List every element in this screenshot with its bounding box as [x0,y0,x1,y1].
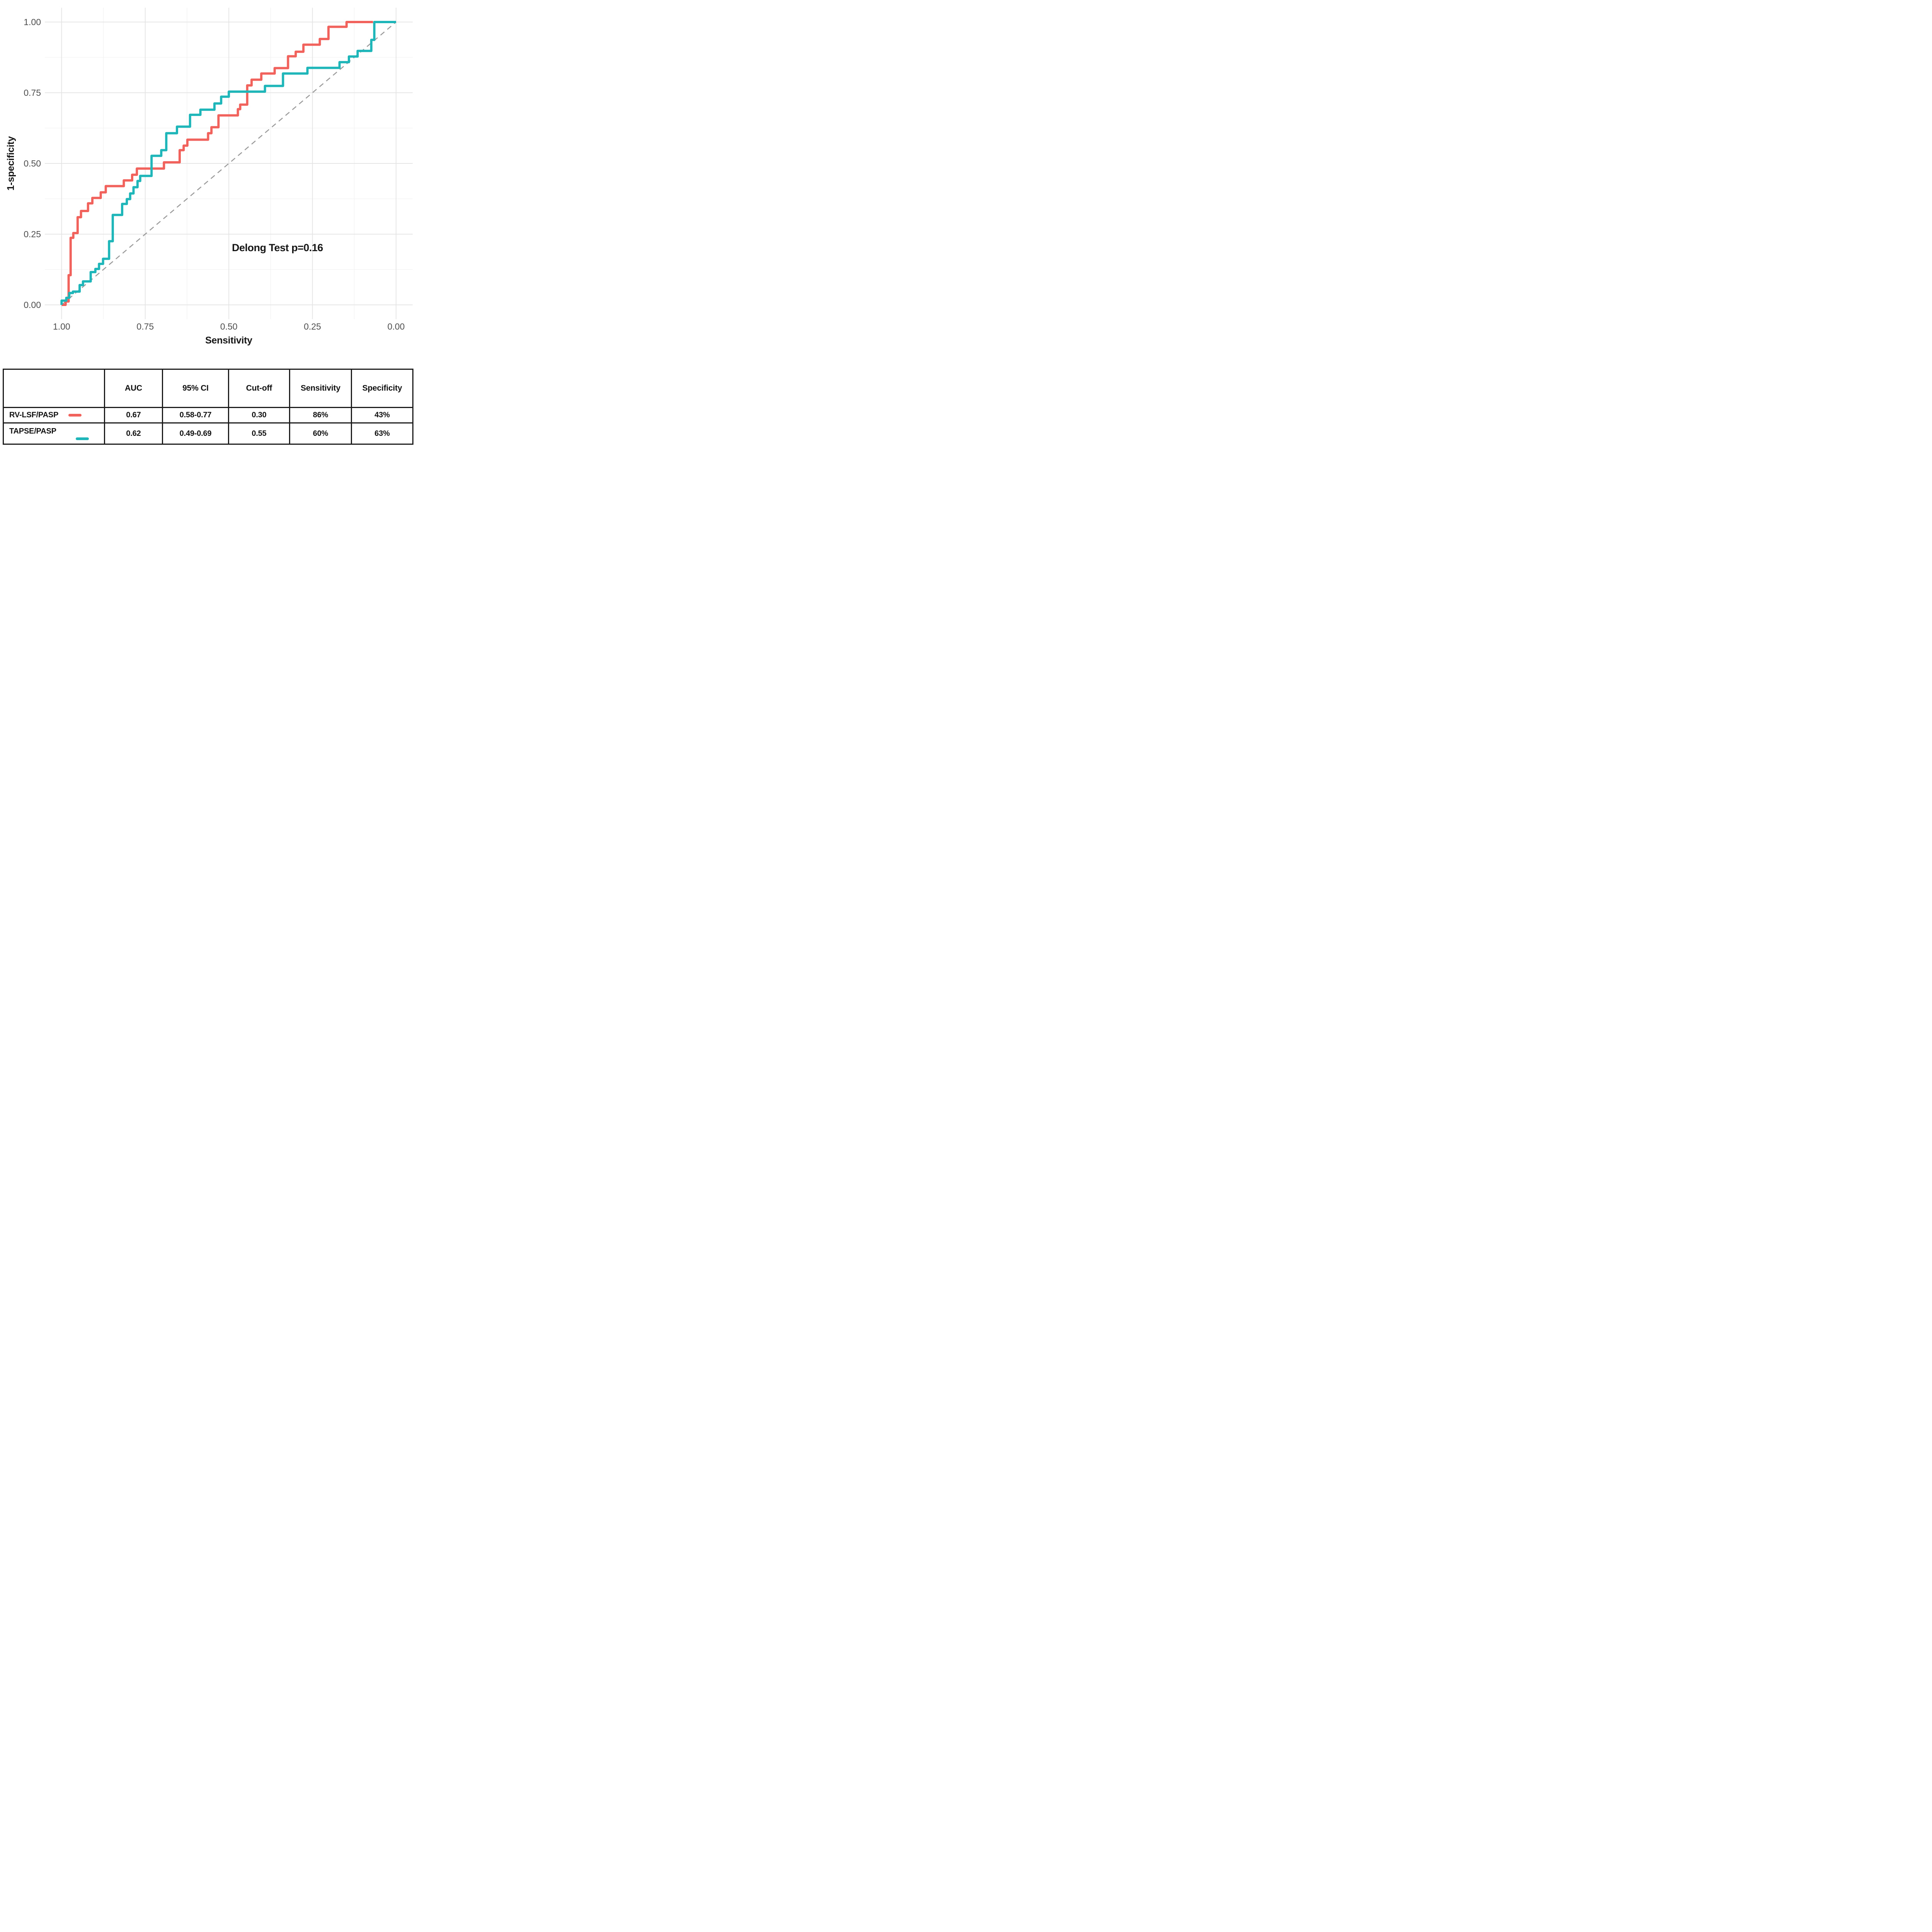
cell-ci: 0.49-0.69 [162,422,229,445]
y-tick-label: 0.75 [24,88,41,98]
table-row-rv-lsf-pasp: RV-LSF/PASP 0.67 0.58-0.77 0.30 86% 43% [3,407,413,423]
header-sensitivity: Sensitivity [289,369,352,408]
x-tick-label: 0.50 [220,321,238,332]
cell-sensitivity: 86% [289,407,352,423]
row-label-tapse-pasp: TAPSE/PASP [3,422,105,445]
x-tick-label: 0.00 [388,321,405,332]
header-specificity: Specificity [351,369,413,408]
row-label-text: TAPSE/PASP [9,427,56,435]
y-tick-label: 0.50 [24,158,41,168]
x-axis-title: Sensitivity [205,335,252,346]
roc-summary-table: AUC 95% CI Cut-off Sensitivity Specifici… [3,369,413,445]
table-header-row: AUC 95% CI Cut-off Sensitivity Specifici… [3,369,413,408]
x-tick-label: 0.75 [136,321,154,332]
cell-specificity: 43% [351,407,413,423]
roc-chart: 1.00 0.75 0.50 0.25 0.00 0.000.250.500.751.0… [5,8,413,346]
roc-curves [60,21,396,306]
header-ci: 95% CI [162,369,229,408]
legend-swatch-tapse-pasp-icon [76,437,89,440]
row-label-text: RV-LSF/PASP [9,411,59,419]
y-tick-label: 0.25 [24,229,41,239]
header-auc: AUC [104,369,163,408]
row-label-rv-lsf-pasp: RV-LSF/PASP [3,407,105,423]
cell-auc: 0.62 [104,422,163,445]
roc-figure: 1.00 0.75 0.50 0.25 0.00 0.00 0.25 0.50 0.75 1.0… [0,0,420,446]
diagonal-reference-line [61,22,396,305]
y-tick-label: 1.00 [24,17,41,27]
roc-curve-rv-lsf-pasp [61,21,373,306]
y-tick-label: 0.00 [24,300,41,310]
cell-cutoff: 0.30 [228,407,290,423]
table-row-tapse-pasp: TAPSE/PASP 0.62 0.49-0.69 0.55 60% 63% [3,422,413,445]
header-cutoff: Cut-off [228,369,290,408]
cell-cutoff: 0.55 [228,422,290,445]
roc-curve-tapse-pasp [60,21,396,305]
delong-test-annotation: Delong Test p=0.16 [232,242,323,253]
cell-specificity: 63% [351,422,413,445]
header-empty [3,369,105,408]
x-tick-label: 1.00 [53,321,70,332]
legend-swatch-rv-lsf-pasp-icon [68,414,82,417]
y-axis-tick-labels: 0.00 0.25 0.50 0.75 1.00 [24,17,41,310]
x-tick-label: 0.25 [304,321,321,332]
cell-auc: 0.67 [104,407,163,423]
y-axis-title: 1-specificity [5,136,16,190]
x-axis-tick-labels: 1.00 0.75 0.50 0.25 0.00 [53,321,405,332]
diagonal-dashed-line [61,22,396,305]
cell-sensitivity: 60% [289,422,352,445]
cell-ci: 0.58-0.77 [162,407,229,423]
